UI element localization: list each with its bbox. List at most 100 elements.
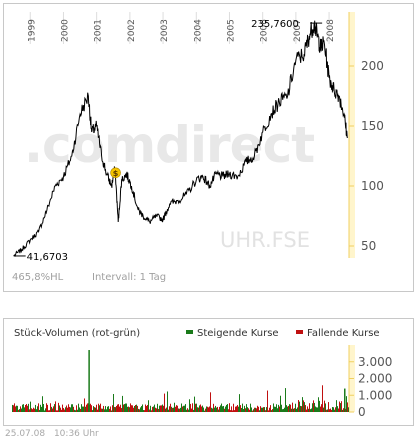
volume-bar <box>290 404 291 412</box>
legend-up-label: Steigende Kurse <box>197 328 279 339</box>
volume-bar <box>94 407 95 412</box>
watermark-brand: .comdirect <box>24 116 314 174</box>
volume-bar <box>301 406 302 412</box>
volume-bar <box>275 406 276 412</box>
volume-bar <box>128 406 129 412</box>
volume-bar <box>145 404 146 412</box>
volume-bar <box>304 402 305 412</box>
volume-bar <box>103 405 104 412</box>
volume-bar <box>135 404 136 412</box>
volume-bar <box>211 407 212 412</box>
volume-bar <box>104 409 105 412</box>
volume-bar <box>44 410 45 412</box>
volume-bar <box>101 408 102 412</box>
volume-bars <box>12 350 349 412</box>
volume-bar <box>329 409 330 412</box>
volume-bar <box>173 407 174 412</box>
volume-bar <box>337 406 338 412</box>
volume-bar <box>205 408 206 412</box>
volume-bar <box>115 407 116 412</box>
volume-bar <box>253 409 254 412</box>
volume-bar <box>256 408 257 412</box>
volume-bar <box>221 403 222 412</box>
volume-bar <box>123 404 124 412</box>
volume-bar <box>51 406 52 412</box>
volume-bar <box>43 403 44 412</box>
volume-bar <box>165 408 166 412</box>
price-tick-label: 50 <box>361 239 376 253</box>
high-label: 235,7600 <box>251 19 299 30</box>
volume-bar <box>122 395 123 412</box>
volume-peak-bar <box>344 388 346 412</box>
volume-bar <box>15 406 16 412</box>
volume-bar <box>61 409 62 412</box>
volume-bar <box>285 388 286 412</box>
volume-bar <box>98 403 99 412</box>
volume-bar <box>293 408 294 412</box>
volume-bar <box>124 404 125 412</box>
volume-bar <box>235 406 236 412</box>
volume-bar <box>159 405 160 412</box>
volume-bar <box>258 406 259 412</box>
volume-bar <box>270 405 271 412</box>
volume-bar <box>289 404 290 412</box>
volume-bar <box>34 408 35 412</box>
volume-bar <box>18 409 19 412</box>
volume-bar <box>287 406 288 412</box>
volume-bar <box>213 403 214 412</box>
volume-bar <box>279 406 280 412</box>
volume-bar <box>263 407 264 412</box>
volume-bar <box>16 405 17 412</box>
volume-chart: Stück-Volumen (rot-grün) Steigende Kurse… <box>12 328 392 419</box>
volume-bar <box>75 410 76 412</box>
legend-up-swatch <box>186 330 193 334</box>
volume-bar <box>72 404 73 412</box>
volume-bar <box>247 407 248 412</box>
volume-bar <box>156 408 157 412</box>
price-tick-label: 200 <box>361 59 384 73</box>
volume-bar <box>37 406 38 412</box>
volume-bar <box>288 405 289 412</box>
volume-bar <box>65 407 66 412</box>
volume-bar <box>119 406 120 412</box>
year-label: 2003 <box>160 19 170 42</box>
volume-bar <box>196 403 197 412</box>
volume-bar <box>55 401 56 412</box>
volume-bar <box>189 399 190 412</box>
volume-bar <box>80 408 81 412</box>
interval-label: Intervall: 1 Tag <box>92 272 166 283</box>
legend-down-swatch <box>296 330 303 334</box>
volume-title: Stück-Volumen (rot-grün) <box>14 328 140 339</box>
volume-bar <box>310 409 311 412</box>
volume-bar <box>317 407 318 412</box>
volume-bar <box>160 405 161 412</box>
volume-bar <box>254 407 255 412</box>
volume-bar <box>219 406 220 412</box>
volume-bar <box>64 409 65 412</box>
volume-bar <box>35 404 36 412</box>
volume-bar <box>54 404 55 412</box>
dividend-marker-icon[interactable]: $ <box>110 167 121 179</box>
volume-bar <box>19 409 20 412</box>
volume-bar <box>129 407 130 412</box>
volume-bar <box>281 404 282 412</box>
volume-bar <box>162 404 163 412</box>
volume-bar <box>207 406 208 412</box>
volume-bar <box>257 405 258 412</box>
volume-bar <box>229 403 230 412</box>
volume-bar <box>224 408 225 412</box>
volume-bar <box>36 409 37 412</box>
volume-bar <box>324 400 325 412</box>
volume-bar <box>90 403 91 412</box>
volume-bar <box>116 405 117 412</box>
volume-bar <box>330 408 331 412</box>
volume-bar <box>17 405 18 412</box>
volume-bar <box>264 407 265 412</box>
volume-bar <box>308 408 309 412</box>
volume-bar <box>188 409 189 412</box>
volume-bar <box>230 410 231 412</box>
volume-bar <box>231 406 232 412</box>
volume-bar <box>226 404 227 412</box>
volume-bar <box>208 407 209 412</box>
volume-bar <box>328 402 329 412</box>
